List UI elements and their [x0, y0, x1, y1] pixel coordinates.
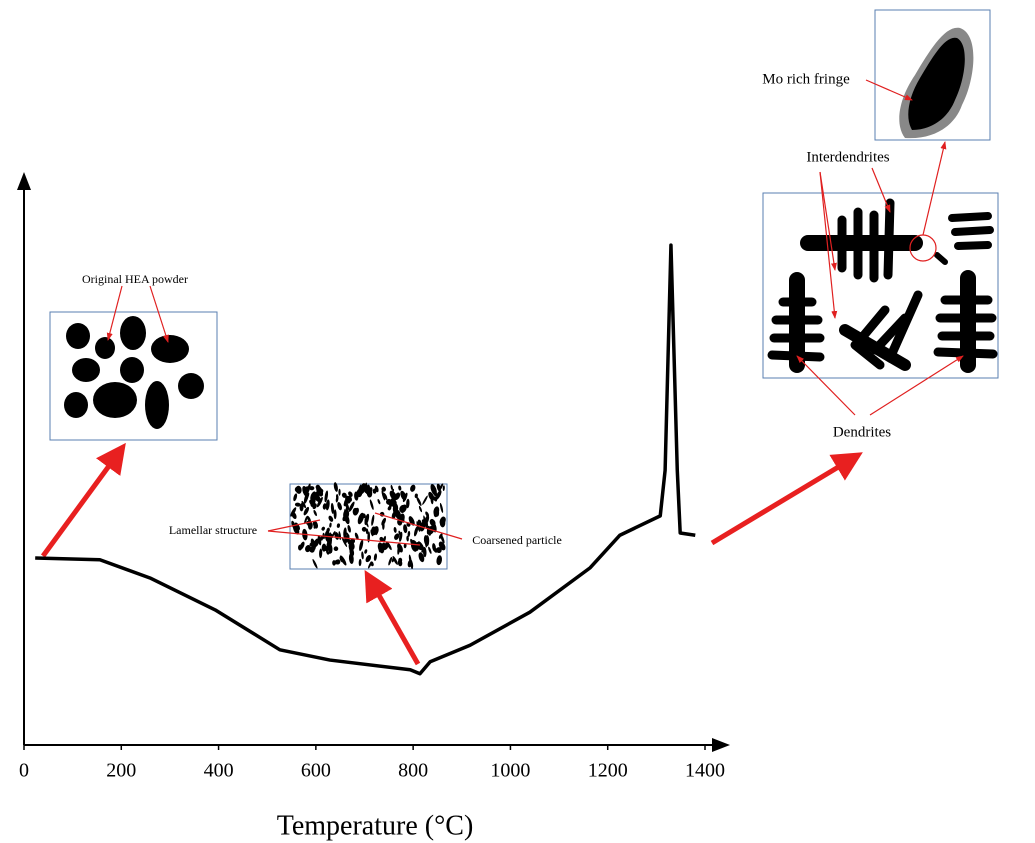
- x-axis-arrow: [712, 738, 730, 752]
- annotation: Interdendrites: [806, 149, 889, 165]
- x-tick-label: 1200: [588, 760, 628, 782]
- x-tick-label: 800: [398, 760, 428, 782]
- pointer-arrow: [710, 452, 863, 546]
- x-tick-label: 0: [19, 760, 29, 782]
- annotation: Mo rich fringe: [762, 71, 850, 87]
- x-tick-label: 1000: [490, 760, 530, 782]
- pointer-arrow: [364, 569, 421, 666]
- x-tick-label: 200: [106, 760, 136, 782]
- lamellar-inset: [267, 482, 463, 570]
- annotation: Original HEA powder: [82, 272, 188, 286]
- x-axis-title: Temperature (°C): [277, 810, 474, 841]
- y-axis-arrow: [17, 172, 31, 190]
- data-line: [35, 243, 696, 676]
- x-tick-label: 1400: [685, 760, 725, 782]
- annotation: Lamellar structure: [169, 523, 257, 537]
- annotation: Coarsened particle: [472, 533, 562, 547]
- annotation: Dendrites: [833, 424, 891, 440]
- powder-inset: [49, 285, 218, 441]
- fringe-inset: [865, 9, 991, 141]
- x-tick-label: 400: [204, 760, 234, 782]
- pointer-arrow: [40, 442, 126, 558]
- x-tick-label: 600: [301, 760, 331, 782]
- dendrite-inset: [762, 141, 999, 416]
